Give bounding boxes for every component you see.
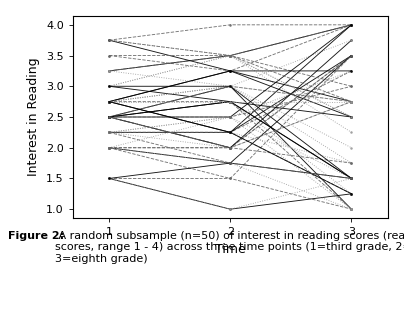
Text: A random subsample (n=50) of interest in reading scores (reading
scores, range 1: A random subsample (n=50) of interest in… [55, 231, 404, 264]
Y-axis label: Interest in Reading: Interest in Reading [27, 58, 40, 176]
Text: Figure 2:: Figure 2: [8, 231, 64, 241]
X-axis label: Time: Time [215, 243, 246, 256]
